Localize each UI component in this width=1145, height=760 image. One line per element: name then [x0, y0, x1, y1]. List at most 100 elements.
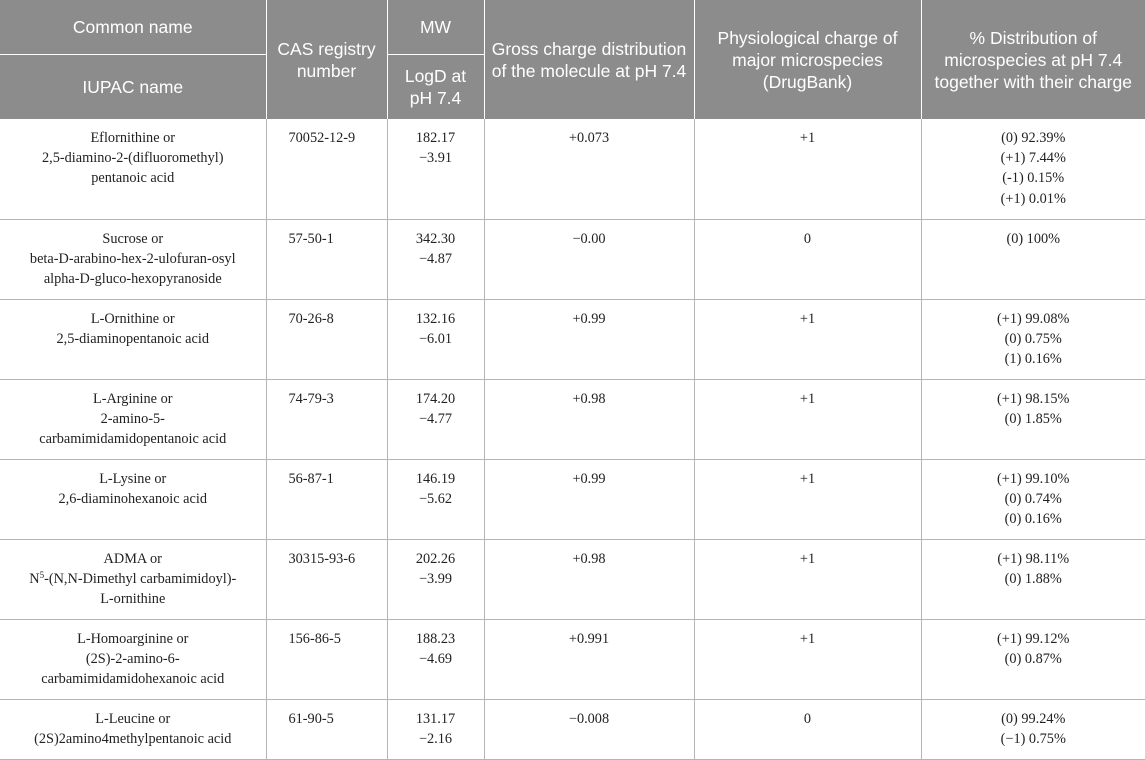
name-line: L-Leucine or	[95, 710, 171, 727]
cell-distribution: (0) 99.24% (−1) 0.75%	[920, 699, 1145, 760]
mw-value: 342.30	[415, 230, 456, 247]
name-line: 2,6-diaminohexanoic acid	[58, 490, 207, 507]
name-line: carbamimidamidohexanoic acid	[41, 670, 225, 687]
cell-mw-logd: 188.23 −4.69	[386, 619, 484, 700]
cell-mw-logd: 131.17 −2.16	[386, 699, 484, 760]
distribution-line: (−1) 0.75%	[1000, 730, 1066, 747]
cell-cas: 56-87-1	[265, 459, 387, 540]
name-line: L-Ornithine or	[90, 310, 175, 327]
cell-name: L-Lysine or 2,6-diaminohexanoic acid	[0, 459, 266, 540]
logd-value: −5.62	[418, 490, 453, 507]
name-line: L-Homoarginine or	[77, 630, 189, 647]
logd-value: −2.16	[418, 730, 453, 747]
distribution-line: (+1) 99.10%	[997, 470, 1070, 487]
cell-physiological-charge: +1	[693, 379, 921, 460]
name-line: beta-D-arabino-hex-2-ulofuran-osyl	[29, 250, 236, 267]
distribution-line: (+1) 0.01%	[1000, 190, 1066, 207]
distribution-line: (+1) 98.15%	[997, 390, 1070, 407]
table-row: Eflornithine or 2,5-diamino-2-(difluorome…	[0, 119, 1145, 220]
cell-name: L-Homoarginine or (2S)-2-amino-6- carbamim…	[0, 619, 266, 700]
cell-physiological-charge: +1	[693, 619, 921, 700]
cell-cas: 30315-93-6	[265, 539, 387, 620]
cell-mw-logd: 182.17 −3.91	[386, 119, 484, 220]
table-header: Common name CAS registry number MW Gross…	[0, 0, 1145, 119]
cell-name: L-Arginine or 2-amino-5- carbamimidamidope…	[0, 379, 266, 460]
distribution-line: (+1) 99.08%	[997, 310, 1070, 327]
distribution-line: (+1) 98.11%	[997, 550, 1070, 567]
header-gross-charge: Gross charge distribution of the molecul…	[483, 0, 694, 119]
cell-physiological-charge: 0	[693, 219, 921, 300]
distribution-line: (1) 0.16%	[1004, 350, 1062, 367]
mw-value: 131.17	[415, 710, 456, 727]
cell-mw-logd: 132.16 −6.01	[386, 299, 484, 380]
name-line: 2,5-diaminopentanoic acid	[56, 330, 209, 347]
table-body: Eflornithine or 2,5-diamino-2-(difluorome…	[0, 119, 1145, 760]
name-line: Eflornithine or	[90, 130, 176, 146]
name-line: L-Arginine or	[92, 390, 173, 407]
distribution-line: (+1) 99.12%	[997, 630, 1070, 647]
logd-value: −4.69	[418, 650, 453, 667]
cell-physiological-charge: +1	[693, 119, 921, 220]
header-distribution: % Distribution of microspecies at pH 7.4…	[920, 0, 1145, 119]
name-line: N5-(N,N-Dimethyl carbamimidoyl)-	[29, 569, 237, 587]
mw-value: 188.23	[415, 630, 456, 647]
cell-physiological-charge: +1	[693, 459, 921, 540]
cell-cas: 70052-12-9	[265, 119, 387, 220]
header-physiological-charge: Physiological charge of major microspeci…	[693, 0, 921, 119]
cell-distribution: (+1) 99.08% (0) 0.75% (1) 0.16%	[920, 299, 1145, 380]
cell-gross-charge: −0.00	[483, 219, 694, 300]
cell-cas: 74-79-3	[265, 379, 387, 460]
cell-cas: 156-86-5	[265, 619, 387, 700]
cell-name: Eflornithine or 2,5-diamino-2-(difluorome…	[0, 119, 266, 220]
distribution-line: (0) 92.39%	[1001, 130, 1066, 146]
distribution-line: (0) 1.88%	[1004, 570, 1062, 587]
distribution-line: (0) 99.24%	[1001, 710, 1066, 727]
header-mw: MW	[386, 0, 484, 55]
name-line: carbamimidamidopentanoic acid	[39, 430, 227, 447]
cell-distribution: (+1) 99.12% (0) 0.87%	[920, 619, 1145, 700]
table-row: Sucrose or beta-D-arabino-hex-2-ulofuran-…	[0, 219, 1145, 300]
distribution-line: (0) 0.74%	[1004, 490, 1062, 507]
name-line: L-ornithine	[100, 590, 166, 607]
name-line: 2-amino-5-	[100, 410, 165, 427]
cell-cas: 57-50-1	[265, 219, 387, 300]
header-cas: CAS registry number	[265, 0, 387, 119]
name-line: ADMA or	[103, 550, 162, 567]
cell-gross-charge: −0.008	[483, 699, 694, 760]
cell-gross-charge: +0.98	[483, 379, 694, 460]
logd-value: −4.77	[418, 410, 453, 427]
mw-value: 202.26	[415, 550, 456, 567]
cell-name: ADMA or N5-(N,N-Dimethyl carbamimidoyl)- L…	[0, 539, 266, 620]
cell-physiological-charge: 0	[693, 699, 921, 760]
table-row: ADMA or N5-(N,N-Dimethyl carbamimidoyl)- L…	[0, 539, 1145, 620]
cell-distribution: (+1) 98.11% (0) 1.88%	[920, 539, 1145, 620]
distribution-line: (0) 100%	[1006, 230, 1061, 247]
table-row: L-Homoarginine or (2S)-2-amino-6- carbamim…	[0, 619, 1145, 700]
cell-distribution: (0) 92.39% (+1) 7.44% (-1) 0.15% (+1) 0.01%	[920, 119, 1145, 220]
header-logd: LogD at pH 7.4	[386, 54, 484, 119]
cell-distribution: (+1) 99.10% (0) 0.74% (0) 0.16%	[920, 459, 1145, 540]
name-line: Sucrose or	[102, 230, 164, 247]
logd-value: −6.01	[418, 330, 453, 347]
distribution-line: (-1) 0.15%	[1002, 170, 1065, 187]
cell-mw-logd: 202.26 −3.99	[386, 539, 484, 620]
distribution-line: (+1) 7.44%	[1000, 150, 1066, 167]
name-line: 2,5-diamino-2-(difluoromethyl)	[42, 150, 224, 167]
name-line: (2S)2amino4methylpentanoic acid	[34, 730, 232, 747]
cell-distribution: (0) 100%	[920, 219, 1145, 300]
name-line: alpha-D-gluco-hexopyranoside	[43, 270, 222, 287]
cell-cas: 61-90-5	[265, 699, 387, 760]
cell-physiological-charge: +1	[693, 299, 921, 380]
cell-mw-logd: 342.30 −4.87	[386, 219, 484, 300]
header-iupac-name: IUPAC name	[0, 54, 266, 119]
cell-name: L-Ornithine or 2,5-diaminopentanoic acid	[0, 299, 266, 380]
cell-gross-charge: +0.073	[483, 119, 694, 220]
cell-gross-charge: +0.99	[483, 299, 694, 380]
cell-physiological-charge: +1	[693, 539, 921, 620]
table-row: L-Arginine or 2-amino-5- carbamimidamidope…	[0, 379, 1145, 460]
name-line: (2S)-2-amino-6-	[85, 650, 180, 667]
cell-gross-charge: +0.991	[483, 619, 694, 700]
table-row: L-Leucine or (2S)2amino4methylpentanoic a…	[0, 699, 1145, 760]
cell-cas: 70-26-8	[265, 299, 387, 380]
